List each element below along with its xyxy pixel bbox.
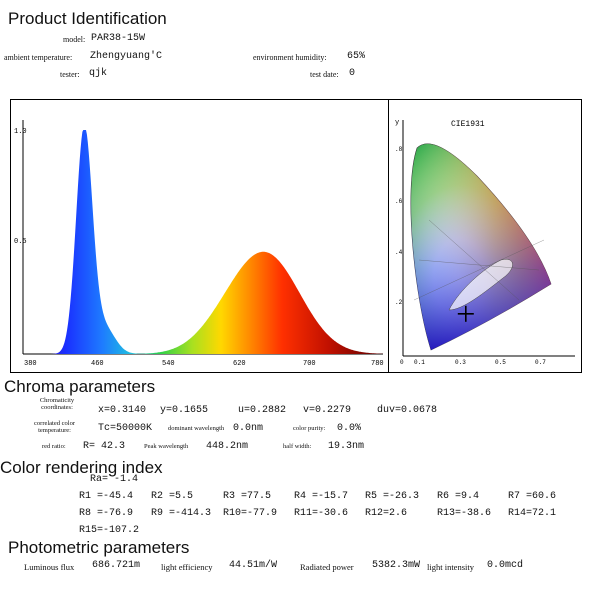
- tester-label: tester:: [60, 70, 80, 79]
- cie-guide-line: [428, 219, 520, 301]
- spectrum-xtick-460: 460: [91, 360, 104, 368]
- cri-r12: R12=2.6: [365, 508, 408, 519]
- half-width-value: 19.3nm: [328, 441, 365, 452]
- spectrum-xtick-380: 380: [24, 360, 37, 368]
- test-date-label: test date:: [310, 70, 339, 79]
- light-efficiency-value: 44.51m/W: [229, 560, 278, 571]
- cie-y-axis-label: y: [395, 119, 399, 127]
- light-efficiency-label: light efficiency: [161, 562, 213, 572]
- cri-r1: R1 =-45.4: [79, 491, 134, 502]
- cri-r3: R3 =77.5: [223, 491, 272, 502]
- cie-panel: CIE1931 y .8 .6 .4 .2 0 0.1 0.3 0.5 0.7: [388, 99, 582, 373]
- color-purity-value: 0.0%: [337, 423, 362, 434]
- ra-value: Ra= -1.4: [90, 474, 139, 485]
- cie-ytick-08: .8: [395, 146, 403, 153]
- light-intensity-value: 0.0mcd: [487, 560, 524, 571]
- ambient-temp-value: Zhengyuang'C: [90, 51, 163, 62]
- peak-wavelength-label: Peak wavelength: [144, 443, 189, 450]
- humidity-value: 65%: [347, 51, 366, 62]
- cie-gamut-blue: [410, 143, 551, 350]
- half-width-label: half width:: [283, 443, 312, 450]
- chroma-u-value: u=0.2882: [238, 405, 287, 416]
- spectrum-ytick-top: 1.0: [14, 128, 27, 136]
- dominant-wavelength-label: dominant wavelength: [168, 425, 225, 432]
- chroma-heading: Chroma parameters: [4, 377, 156, 396]
- light-intensity-label: light intensity: [427, 562, 474, 572]
- spectrum-xtick-620: 620: [233, 360, 246, 368]
- cri-r8: R8 =-76.9: [79, 508, 134, 519]
- luminous-flux-value: 686.721m: [92, 560, 141, 571]
- cie-xtick-07: 0.7: [535, 359, 546, 366]
- chroma-y-value: y=0.1655: [160, 405, 209, 416]
- cie-xtick-05: 0.5: [495, 359, 506, 366]
- cie-xtick-0: 0: [400, 359, 404, 366]
- radiated-power-value: 5382.3mW: [372, 560, 421, 571]
- cri-heading: Color rendering index: [0, 458, 163, 477]
- cie-chart: CIE1931 y .8 .6 .4 .2 0 0.1 0.3 0.5 0.7: [395, 119, 575, 366]
- cie-guide-line: [413, 239, 545, 301]
- cie-ytick-02: .2: [395, 299, 403, 306]
- cri-r5: R5 =-26.3: [365, 491, 420, 502]
- model-label: model:: [63, 35, 86, 44]
- chroma-v-value: v=0.2279: [303, 405, 352, 416]
- spectrum-ytick-mid: 0.5: [14, 238, 27, 246]
- photometric-heading: Photometric parameters: [8, 538, 190, 557]
- cie-ytick-06: .6: [395, 198, 403, 205]
- cie-guide-line: [418, 259, 540, 271]
- tester-value: qjk: [89, 68, 108, 79]
- spectrum-curve: [23, 130, 383, 354]
- radiated-power-label: Radiated power: [300, 562, 354, 572]
- cri-r6: R6 =9.4: [437, 491, 480, 502]
- cri-r2: R2 =5.5: [151, 491, 194, 502]
- cct-value: Tc=50000K: [98, 423, 153, 434]
- cri-r7: R7 =60.6: [508, 491, 557, 502]
- spectrum-panel: 1.0 0.5 380 460 540 620 700 780: [10, 99, 390, 373]
- color-purity-label: color purity:: [293, 425, 326, 432]
- luminous-flux-label: Luminous flux: [24, 562, 75, 572]
- cri-r13: R13=-38.6: [437, 508, 492, 519]
- ambient-temp-label: ambient temperature:: [4, 53, 73, 62]
- spectrum-xtick-700: 700: [303, 360, 316, 368]
- peak-wavelength-value: 448.2nm: [206, 441, 249, 452]
- cri-r10: R10=-77.9: [223, 508, 278, 519]
- cri-r4: R4 =-15.7: [294, 491, 349, 502]
- chroma-duv-value: duv=0.0678: [377, 405, 438, 416]
- spectrum-xtick-780: 780: [371, 360, 384, 368]
- cie-xtick-03: 0.3: [455, 359, 466, 366]
- cri-r14: R14=72.1: [508, 508, 557, 519]
- cie-xtick-01: 0.1: [414, 359, 425, 366]
- chromaticity-label: Chromaticity coordinates:: [39, 397, 75, 411]
- test-date-value: 0: [349, 68, 356, 79]
- cie-planckian-locus: [448, 258, 513, 311]
- cie-title: CIE1931: [451, 120, 485, 129]
- cri-r15: R15=-107.2: [79, 525, 140, 536]
- cie-ytick-04: .4: [395, 249, 403, 256]
- cct-label: correlated color temperature:: [34, 420, 75, 434]
- red-ratio-value: R= 42.3: [83, 441, 126, 452]
- red-ratio-label: red ratio:: [42, 443, 66, 450]
- chroma-x-value: x=0.3140: [98, 405, 147, 416]
- cri-r9: R9 =-414.3: [151, 508, 212, 519]
- spectrum-chart: 1.0 0.5 380 460 540 620 700 780: [14, 120, 384, 368]
- cie-point-marker: [457, 305, 474, 322]
- model-value: PAR38-15W: [91, 33, 146, 44]
- spectrum-xtick-540: 540: [162, 360, 175, 368]
- humidity-label: environment humidity:: [253, 53, 327, 62]
- dominant-wavelength-value: 0.0nm: [233, 423, 264, 434]
- cri-r11: R11=-30.6: [294, 508, 349, 519]
- product-identification-heading: Product Identification: [8, 9, 167, 28]
